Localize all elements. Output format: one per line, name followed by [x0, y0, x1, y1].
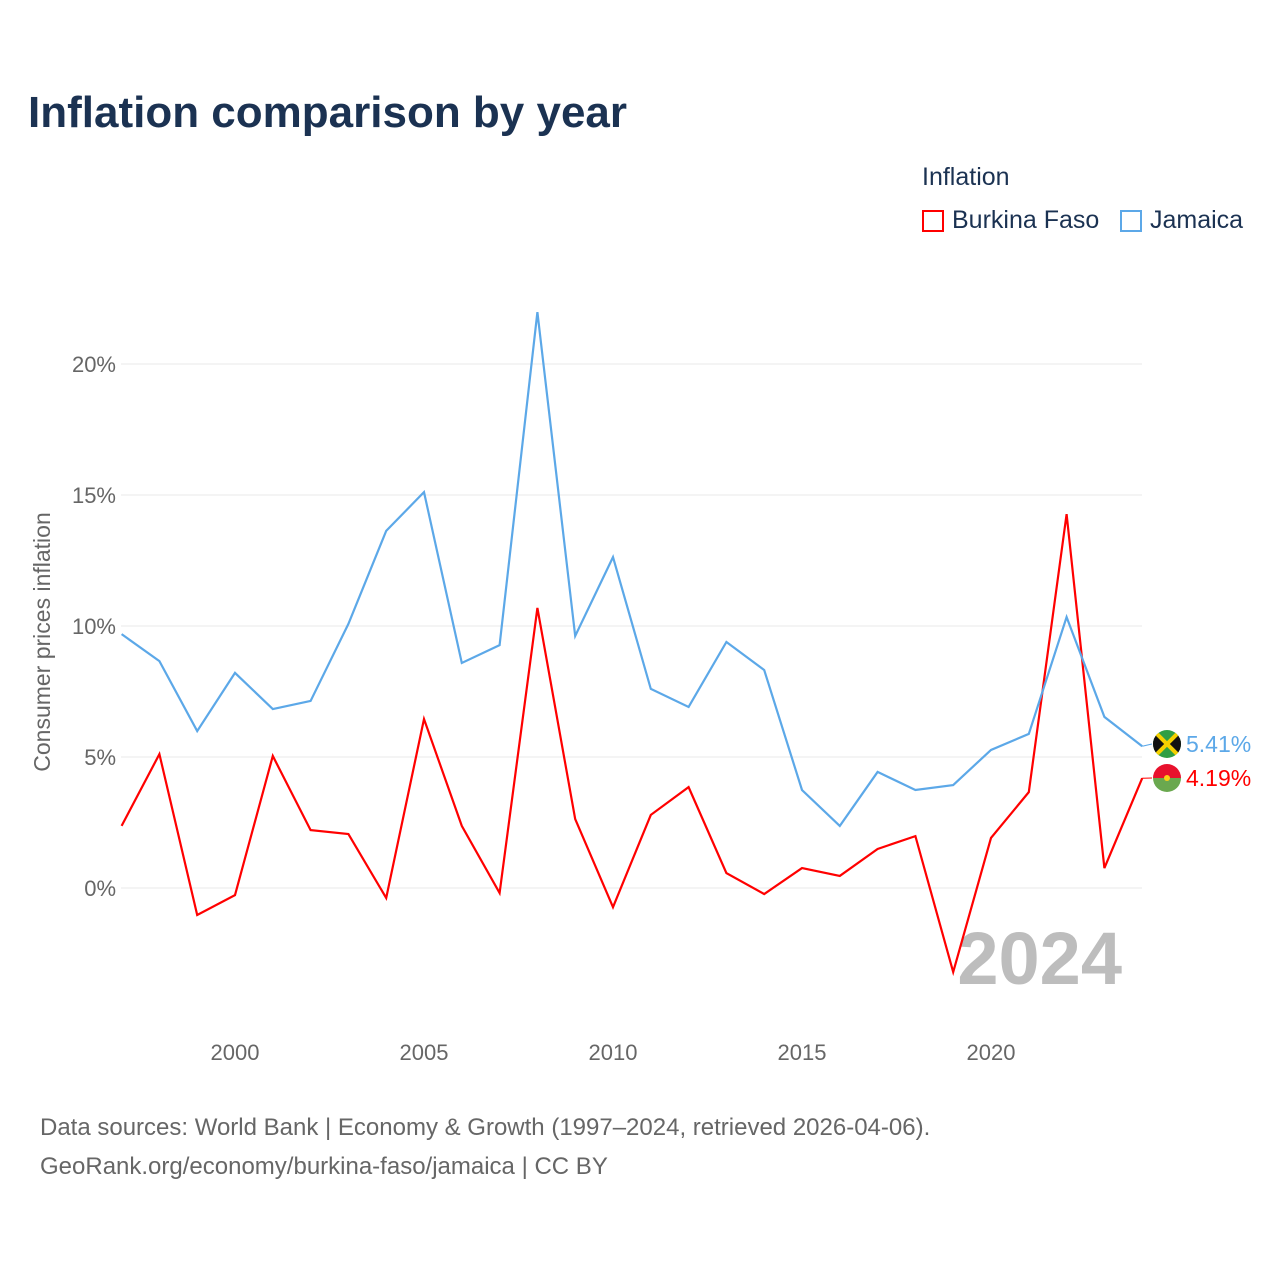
y-tick-label: 15%	[72, 483, 116, 508]
legend-swatch	[922, 209, 944, 232]
y-tick-label: 20%	[72, 352, 116, 377]
legend-label: Burkina Faso	[952, 206, 1100, 234]
x-tick-label: 2020	[967, 1040, 1016, 1065]
legend-item-jamaica[interactable]: Jamaica	[1120, 206, 1243, 235]
end-value-label: 5.41%	[1186, 731, 1251, 757]
end-value-label: 4.19%	[1186, 765, 1251, 791]
legend-title: Inflation	[922, 163, 1010, 191]
chart-title: Inflation comparison by year	[28, 88, 628, 137]
footer: Data sources: World Bank | Economy & Gro…	[40, 1108, 930, 1186]
legend-swatch	[1120, 209, 1142, 232]
x-tick-label: 2000	[211, 1040, 260, 1065]
y-tick-label: 0%	[84, 876, 116, 901]
y-tick-label: 10%	[72, 614, 116, 639]
x-tick-label: 2015	[778, 1040, 827, 1065]
series-line-burkina-faso	[120, 513, 1144, 977]
end-connector	[1142, 743, 1153, 747]
year-watermark: 2024	[957, 917, 1122, 1000]
burkina-faso-flag-icon	[1153, 764, 1181, 792]
jamaica-flag-icon	[1153, 730, 1181, 758]
footer-link[interactable]: GeoRank.org/economy/burkina-faso/jamaica…	[40, 1153, 608, 1180]
y-axis-label: Consumer prices inflation	[29, 512, 55, 772]
legend-label: Jamaica	[1150, 206, 1244, 234]
footer-sources: Data sources: World Bank | Economy & Gro…	[40, 1114, 931, 1141]
x-tick-label: 2005	[400, 1040, 449, 1065]
legend-item-burkina-faso[interactable]: Burkina Faso	[922, 206, 1099, 235]
y-tick-label: 5%	[84, 745, 116, 770]
series-line-jamaica	[120, 311, 1143, 828]
x-tick-label: 2010	[589, 1040, 638, 1065]
